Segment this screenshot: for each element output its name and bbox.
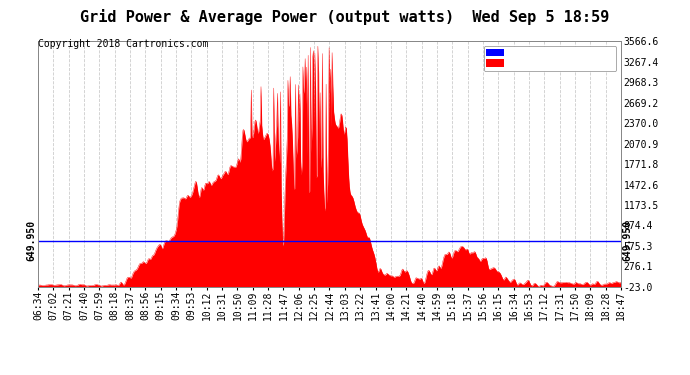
Text: 649.950: 649.950 xyxy=(622,220,632,261)
Text: Copyright 2018 Cartronics.com: Copyright 2018 Cartronics.com xyxy=(38,39,208,50)
Legend: Average  (AC Watts), Grid  (AC Watts): Average (AC Watts), Grid (AC Watts) xyxy=(484,46,616,71)
Text: Grid Power & Average Power (output watts)  Wed Sep 5 18:59: Grid Power & Average Power (output watts… xyxy=(80,9,610,26)
Text: 649.950: 649.950 xyxy=(27,220,37,261)
